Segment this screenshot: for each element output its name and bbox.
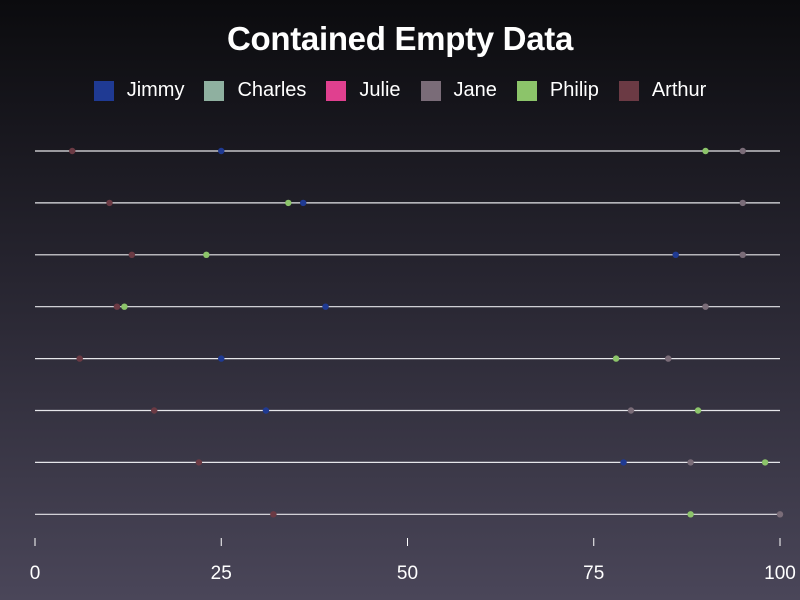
- point-jimmy[interactable]: [300, 199, 307, 207]
- point-arthur[interactable]: [106, 199, 113, 207]
- point-jane[interactable]: [702, 303, 709, 310]
- point-jimmy[interactable]: [620, 459, 627, 466]
- x-tick-label: 100: [764, 563, 796, 584]
- legend-swatch: [204, 80, 225, 101]
- legend-item-jane[interactable]: Jane: [420, 79, 497, 102]
- point-jane[interactable]: [739, 199, 746, 207]
- point-arthur[interactable]: [270, 511, 277, 518]
- legend-label: Arthur: [651, 79, 707, 101]
- point-philip[interactable]: [761, 459, 769, 466]
- point-jimmy[interactable]: [262, 407, 270, 414]
- point-jane[interactable]: [665, 355, 672, 362]
- legend-swatch: [93, 80, 114, 101]
- point-philip[interactable]: [121, 303, 128, 310]
- legend-label: Jane: [453, 79, 497, 101]
- legend: Jimmy Charles Julie Jane Philip Arthur: [0, 79, 800, 102]
- x-tick-label: 25: [211, 563, 232, 584]
- legend-item-julie[interactable]: Julie: [326, 79, 401, 102]
- point-jane[interactable]: [687, 459, 694, 466]
- legend-label: Charles: [237, 79, 307, 101]
- legend-swatch: [618, 80, 639, 101]
- point-jimmy[interactable]: [322, 303, 329, 310]
- legend-swatch: [326, 80, 347, 101]
- legend-label: Philip: [549, 79, 599, 101]
- x-tick-label: 0: [30, 563, 41, 584]
- legend-swatch: [516, 80, 537, 101]
- legend-item-arthur[interactable]: Arthur: [618, 79, 707, 102]
- x-tick-label: 50: [397, 563, 418, 584]
- point-philip[interactable]: [687, 511, 694, 518]
- legend-label: Julie: [359, 79, 401, 101]
- point-arthur[interactable]: [195, 459, 203, 466]
- chart-title: Contained Empty Data: [226, 20, 574, 57]
- point-jane[interactable]: [776, 511, 784, 518]
- point-philip[interactable]: [612, 355, 620, 362]
- point-philip[interactable]: [694, 407, 702, 414]
- point-arthur[interactable]: [76, 355, 83, 362]
- point-philip[interactable]: [285, 199, 292, 207]
- point-arthur[interactable]: [113, 303, 121, 310]
- legend-label: Jimmy: [126, 79, 185, 101]
- legend-item-charles[interactable]: Charles: [204, 79, 306, 102]
- legend-item-jimmy[interactable]: Jimmy: [93, 79, 185, 102]
- point-jimmy[interactable]: [218, 147, 225, 155]
- point-philip[interactable]: [702, 147, 709, 155]
- point-arthur[interactable]: [69, 147, 76, 155]
- legend-item-philip[interactable]: Philip: [516, 79, 599, 102]
- legend-swatch: [420, 80, 441, 101]
- point-arthur[interactable]: [151, 407, 158, 414]
- point-jimmy[interactable]: [672, 251, 679, 258]
- point-jane[interactable]: [739, 147, 746, 155]
- point-arthur[interactable]: [128, 251, 136, 258]
- point-jane[interactable]: [739, 251, 746, 258]
- x-tick-label: 75: [583, 563, 604, 584]
- point-jimmy[interactable]: [218, 355, 225, 362]
- point-philip[interactable]: [203, 251, 210, 258]
- point-jane[interactable]: [627, 407, 635, 414]
